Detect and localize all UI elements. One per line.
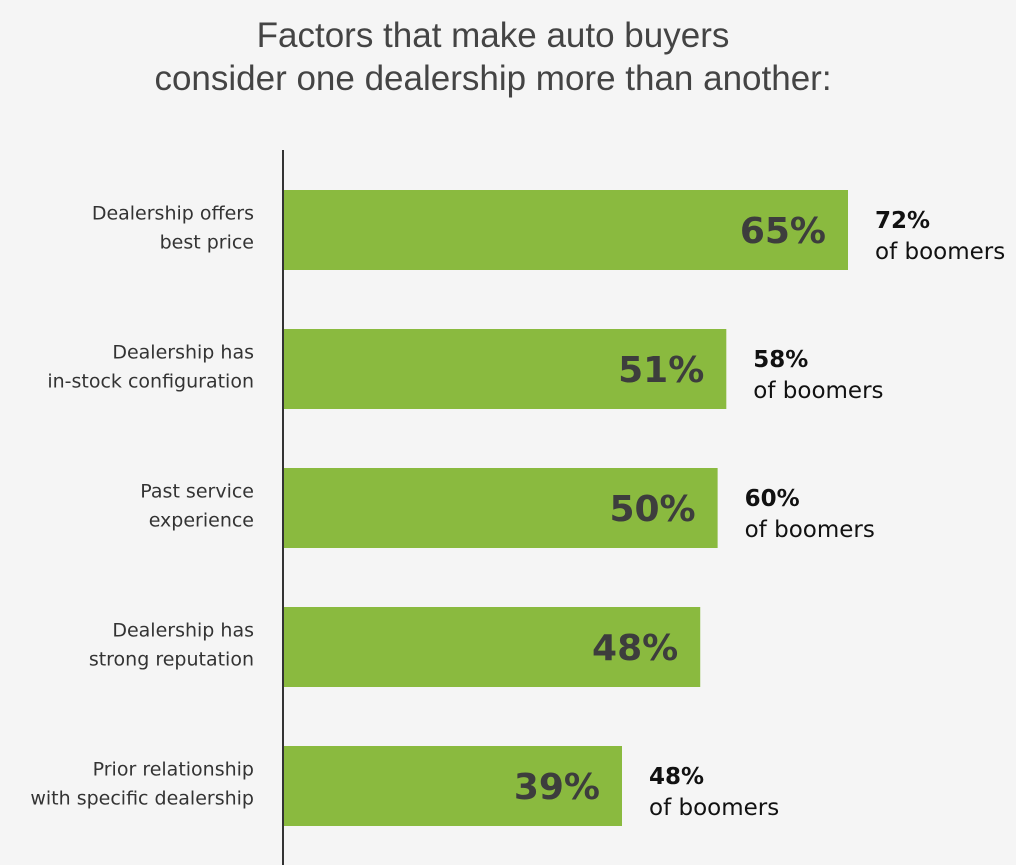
category-label: Dealership has: [112, 620, 254, 642]
boomers-label: of boomers: [649, 795, 779, 821]
chart-title-line-1: Factors that make auto buyers: [256, 16, 730, 55]
boomers-value: 72%: [875, 208, 930, 234]
category-label: best price: [160, 232, 254, 254]
chart-title: Factors that make auto buyers consider o…: [0, 14, 986, 100]
bar: [283, 468, 718, 548]
bar: [283, 746, 622, 826]
category-label: Prior relationship: [93, 759, 254, 781]
boomers-value: 48%: [649, 764, 704, 790]
boomers-label: of boomers: [875, 239, 1005, 265]
category-label: with specific dealership: [30, 788, 254, 810]
boomers-label: of boomers: [753, 378, 883, 404]
category-label: strong reputation: [89, 649, 254, 671]
bar-value-label: 65%: [740, 211, 826, 252]
bar: [283, 190, 848, 270]
category-label: Dealership offers: [92, 203, 254, 225]
category-label: in-stock configuration: [47, 371, 254, 393]
category-label: Dealership has: [112, 342, 254, 364]
bar-value-label: 51%: [618, 350, 704, 391]
category-label: Past service: [140, 481, 254, 503]
boomers-value: 60%: [745, 486, 800, 512]
bar-value-label: 39%: [514, 767, 600, 808]
bar: [283, 607, 701, 687]
chart-title-line-2: consider one dealership more than anothe…: [154, 59, 832, 98]
bar-value-label: 50%: [609, 489, 695, 530]
boomers-label: of boomers: [745, 517, 875, 543]
bar: [283, 329, 727, 409]
bar-value-label: 48%: [592, 628, 678, 669]
category-label: experience: [149, 510, 254, 532]
boomers-value: 58%: [753, 347, 808, 373]
